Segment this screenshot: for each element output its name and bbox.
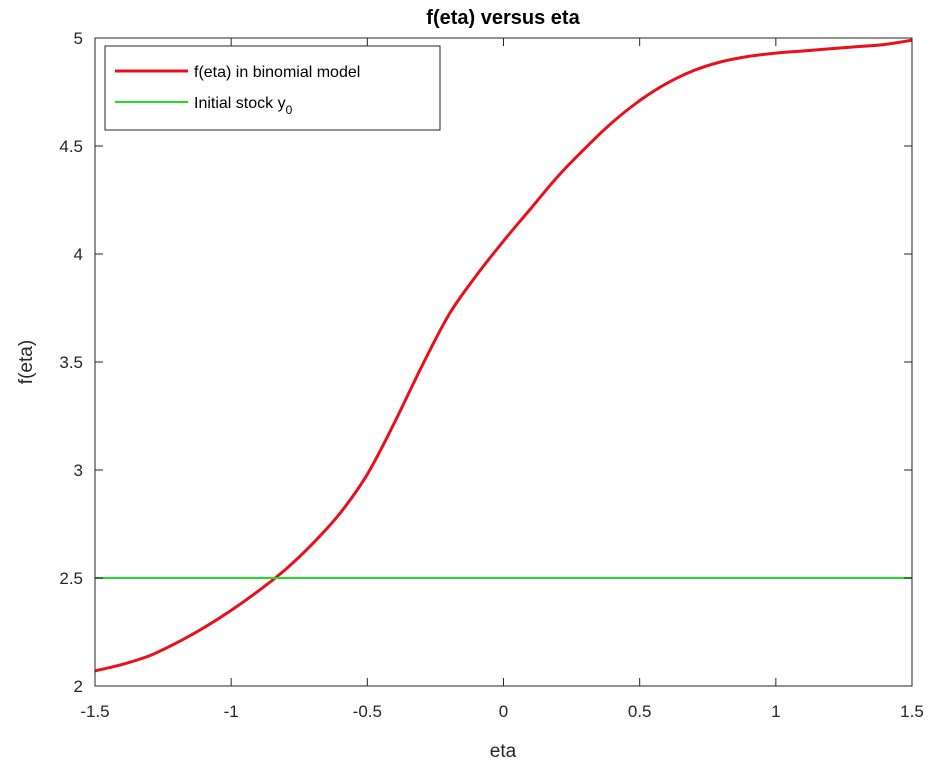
legend-label-f-eta: f(eta) in binomial model — [194, 64, 360, 81]
x-tick-label: -0.5 — [353, 702, 382, 721]
chart-title: f(eta) versus eta — [426, 7, 580, 29]
x-tick-label: 0 — [499, 702, 508, 721]
legend-label-initial-stock: Initial stock y0 — [194, 95, 293, 117]
plot-area — [95, 38, 912, 686]
x-axis-label: eta — [490, 741, 517, 762]
legend-box — [104, 45, 441, 131]
series-layer — [94, 38, 913, 673]
tick-layer: -1.5 -1 -0.5 0 0.5 1 1.5 2 2.5 3 3.5 4 4.5 5 — [59, 29, 923, 721]
legend-label-subscript: 0 — [286, 103, 293, 117]
x-tick-label: -1.5 — [80, 702, 109, 721]
y-tick-label: 4.5 — [59, 137, 83, 156]
x-tick-label: 1 — [771, 702, 780, 721]
legend: f(eta) in binomial model Initial stock y… — [104, 45, 441, 131]
x-tick-label: 0.5 — [628, 702, 652, 721]
x-tick-label: 1.5 — [900, 702, 924, 721]
y-tick-label: 5 — [74, 29, 83, 48]
y-tick-label: 3.5 — [59, 353, 83, 372]
series-line-0 — [94, 38, 913, 673]
y-tick-label: 2 — [74, 677, 83, 696]
y-tick-label: 4 — [74, 245, 83, 264]
x-tick-label: -1 — [224, 702, 239, 721]
y-tick-label: 3 — [74, 461, 83, 480]
y-tick-label: 2.5 — [59, 569, 83, 588]
y-axis-label: f(eta) — [16, 340, 37, 384]
legend-label-initial-stock-text: Initial stock y — [194, 95, 286, 112]
